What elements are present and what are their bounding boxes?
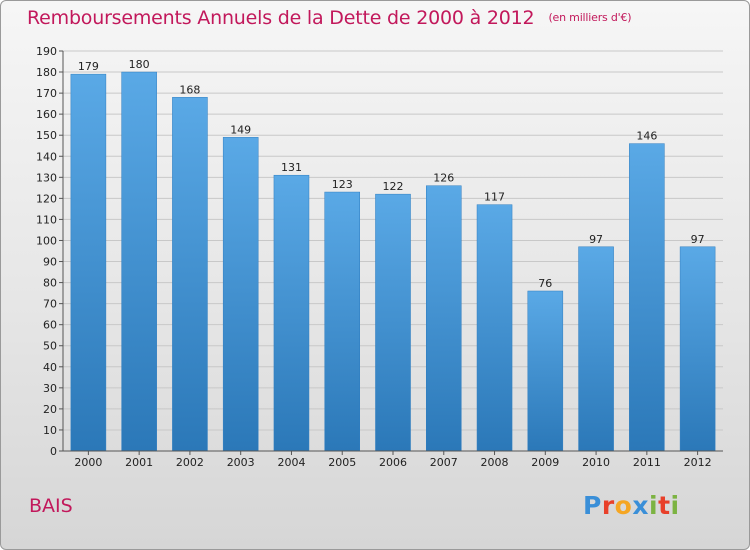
bar-2006 xyxy=(375,193,411,452)
data-label-2010: 97 xyxy=(589,233,603,246)
chart-title-text: Remboursements Annuels de la Dette de 20… xyxy=(27,7,535,29)
bar-2000 xyxy=(70,73,107,452)
data-label-2009: 76 xyxy=(538,277,552,290)
x-tick-label-2011: 2011 xyxy=(633,456,661,469)
logo-letter: o xyxy=(614,491,633,520)
bar-2008 xyxy=(476,204,513,452)
y-tick-label: 70 xyxy=(43,298,57,311)
data-label-2003: 149 xyxy=(230,123,251,136)
axis-layer: 0 10 20 30 40 50 60 70 80 90 100 110 120 130 140 150 160… xyxy=(36,45,723,469)
y-tick-label: 30 xyxy=(43,382,57,395)
y-tick-label: 140 xyxy=(36,150,57,163)
logo-letter: x xyxy=(632,491,649,520)
logo-letter: r xyxy=(601,491,615,520)
bar-2005 xyxy=(324,191,360,452)
data-label-2002: 168 xyxy=(179,83,200,96)
logo-letter: t xyxy=(658,491,671,520)
y-tick-label: 120 xyxy=(36,192,57,205)
y-tick-label: 110 xyxy=(36,213,57,226)
x-tick-label-2006: 2006 xyxy=(379,456,407,469)
data-label-2006: 122 xyxy=(383,180,404,193)
logo-letter: P xyxy=(583,491,602,520)
y-tick-label: 190 xyxy=(36,45,57,58)
x-tick-label-2001: 2001 xyxy=(125,456,153,469)
x-tick-label-2005: 2005 xyxy=(328,456,356,469)
y-tick-label: 60 xyxy=(43,319,57,332)
x-tick-label-2004: 2004 xyxy=(277,456,305,469)
y-tick-label: 80 xyxy=(43,277,57,290)
x-tick-label-2012: 2012 xyxy=(684,456,712,469)
chart-title: Remboursements Annuels de la Dette de 20… xyxy=(27,7,632,29)
bar-2010 xyxy=(578,246,614,452)
x-tick-label-2003: 2003 xyxy=(227,456,255,469)
y-tick-label: 40 xyxy=(43,361,57,374)
y-tick-label: 100 xyxy=(36,234,57,247)
bar-2003 xyxy=(222,137,259,452)
commune-name: BAIS xyxy=(29,495,73,517)
y-tick-label: 150 xyxy=(36,129,57,142)
y-tick-label: 50 xyxy=(43,340,57,353)
bar-2004 xyxy=(273,174,310,452)
y-tick-label: 20 xyxy=(43,403,57,416)
data-label-2012: 97 xyxy=(691,233,705,246)
logo-letter: i xyxy=(670,491,680,520)
data-label-2007: 126 xyxy=(433,172,454,185)
bar-2011 xyxy=(629,143,665,452)
data-label-2001: 180 xyxy=(129,58,150,71)
bar-2007 xyxy=(426,185,462,452)
x-tick-label-2009: 2009 xyxy=(531,456,559,469)
x-tick-label-2007: 2007 xyxy=(430,456,458,469)
y-tick-label: 0 xyxy=(50,445,57,458)
data-label-2000: 179 xyxy=(78,60,99,73)
bar-2012 xyxy=(679,246,716,452)
proxiti-logo[interactable]: Proxiti xyxy=(583,491,680,520)
bar-2002 xyxy=(172,97,208,452)
y-tick-label: 180 xyxy=(36,66,57,79)
x-tick-label-2010: 2010 xyxy=(582,456,610,469)
x-tick-label-2002: 2002 xyxy=(176,456,204,469)
chart-subtitle: (en milliers d'€) xyxy=(548,11,632,24)
bar-2009 xyxy=(527,290,564,452)
y-tick-label: 130 xyxy=(36,171,57,184)
logo-letter: i xyxy=(649,491,659,520)
data-label-2008: 117 xyxy=(484,191,505,204)
data-label-2005: 123 xyxy=(332,178,353,191)
y-tick-label: 90 xyxy=(43,256,57,269)
bar-layer: 179 180 168 149 131 123 122 126 117 76 97 146 97 xyxy=(70,58,716,452)
y-tick-label: 10 xyxy=(43,424,57,437)
data-label-2011: 146 xyxy=(636,130,657,143)
x-tick-label-2008: 2008 xyxy=(481,456,509,469)
x-tick-label-2000: 2000 xyxy=(74,456,102,469)
bar-2001 xyxy=(121,71,157,452)
y-tick-label: 160 xyxy=(36,108,57,121)
data-label-2004: 131 xyxy=(281,161,302,174)
y-tick-label: 170 xyxy=(36,87,57,100)
